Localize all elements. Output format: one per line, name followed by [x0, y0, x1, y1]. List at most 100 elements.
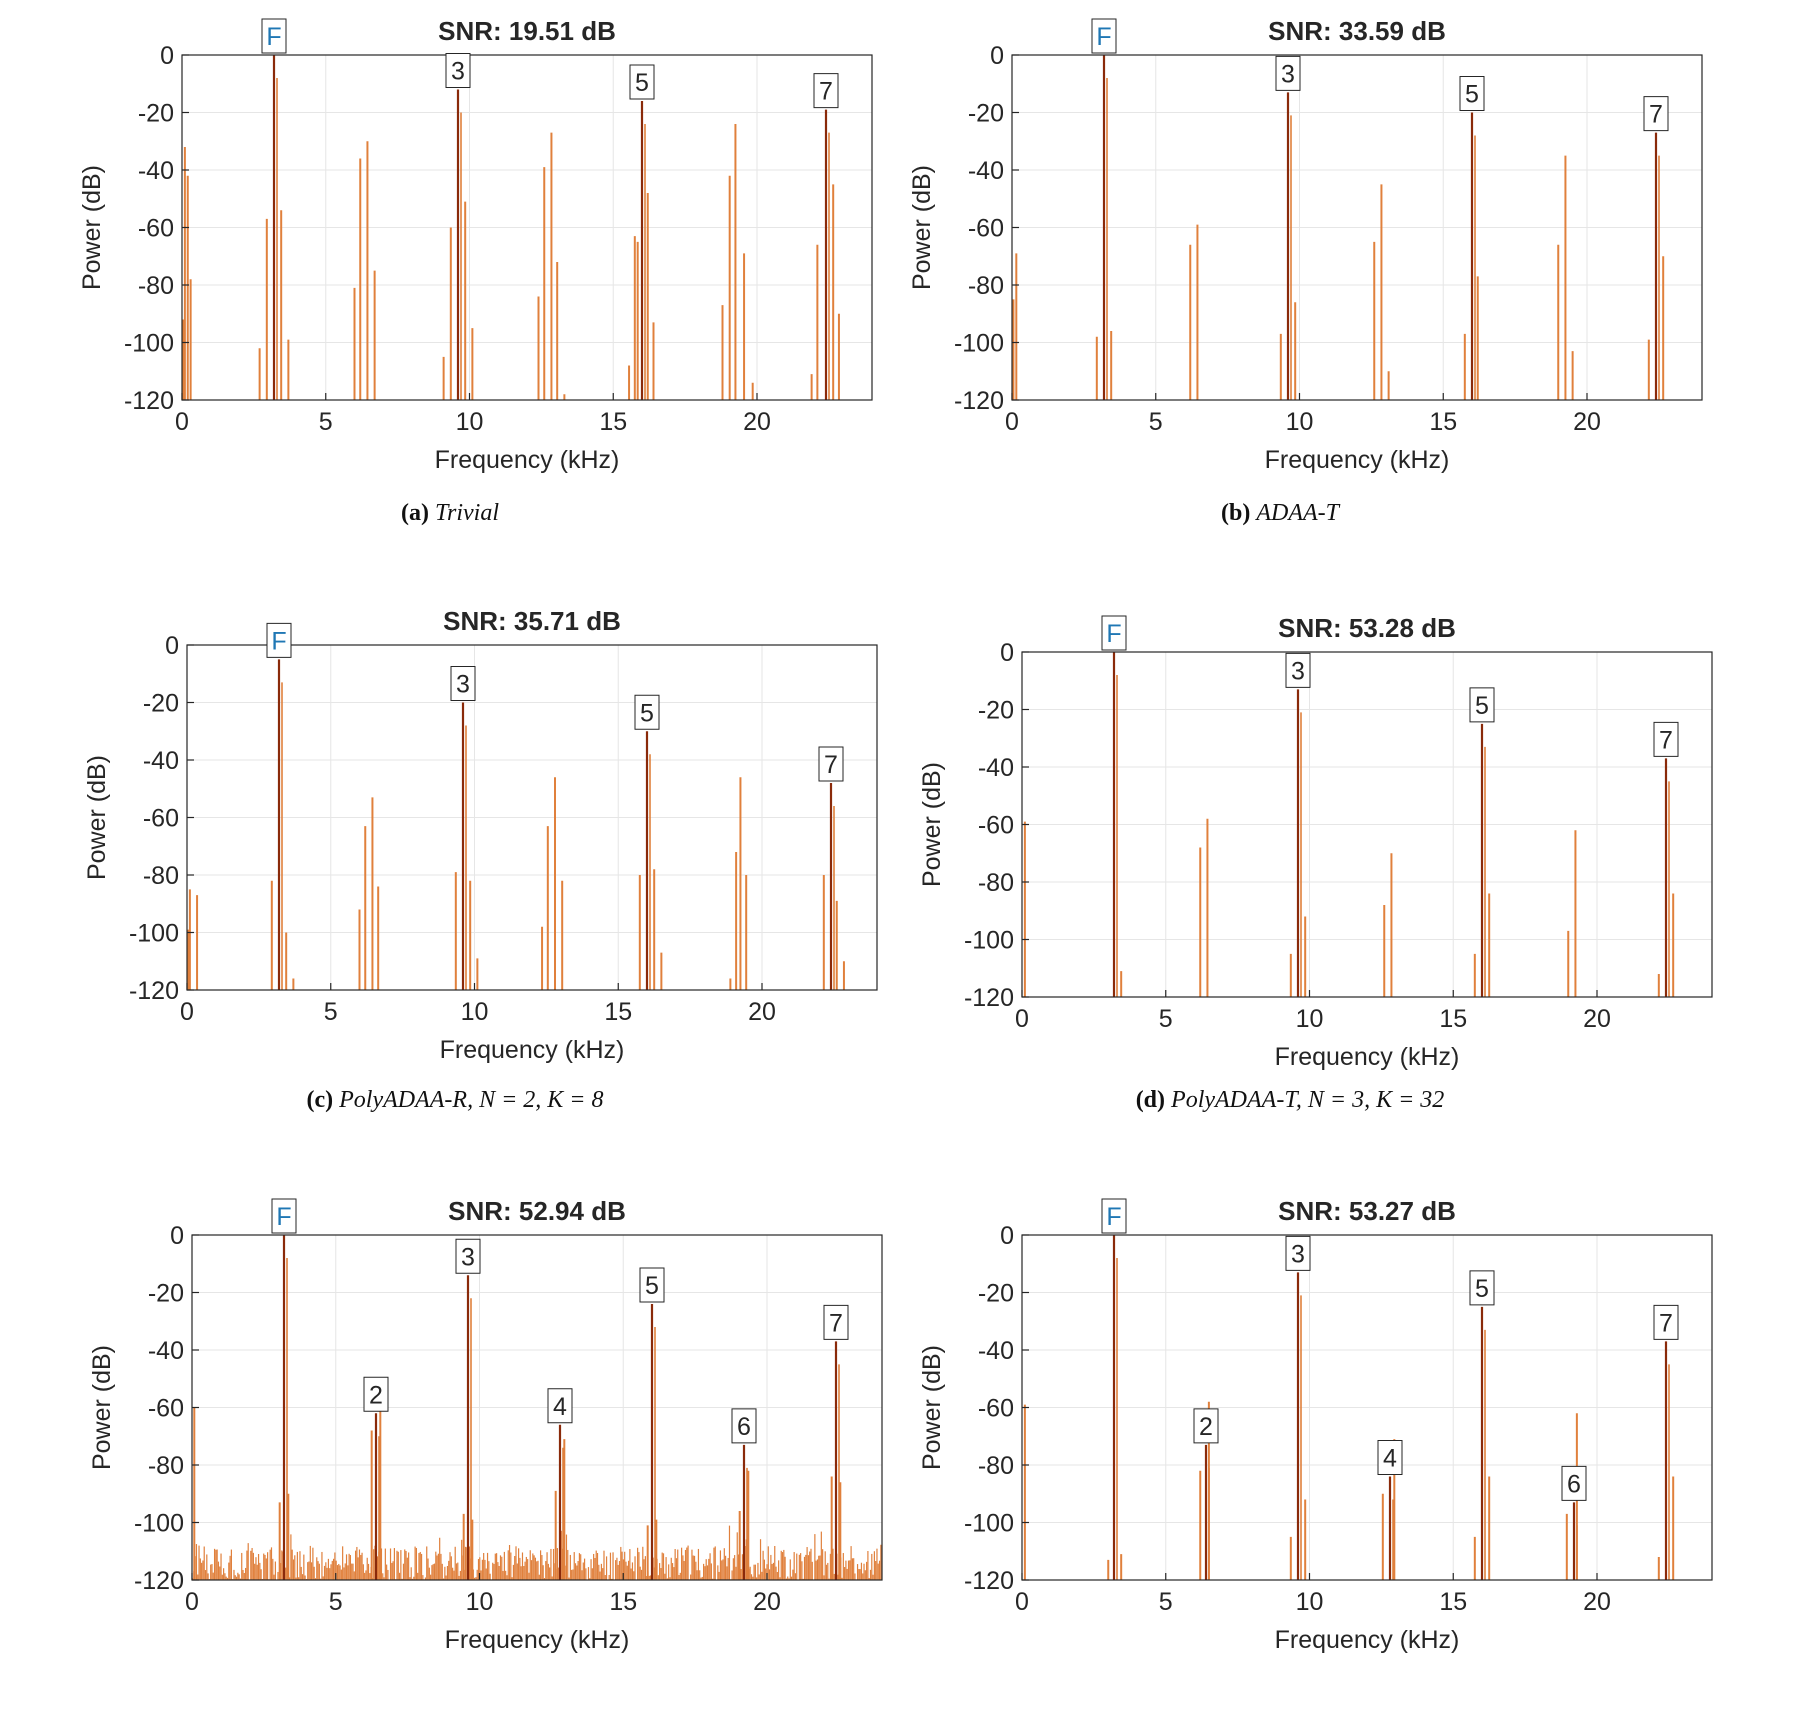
- chart-panel-d: 0 5 10 15 20 0 -20 -40 -60 -80 -100 -120 SNR: 53.28 …: [840, 597, 1740, 1142]
- caption-math-d: N = 3, K = 32: [1307, 1087, 1445, 1113]
- harmonic-label-3: 3: [456, 671, 470, 699]
- harmonic-label-3: 3: [1291, 1240, 1305, 1268]
- x-tick-label: 0: [185, 1588, 199, 1616]
- harmonic-label-box: [634, 694, 660, 730]
- x-tick-label: 5: [1149, 408, 1163, 436]
- caption-c: (c) PolyADAA-R, N = 2, K = 8: [5, 1087, 905, 1114]
- y-tick-label: -60: [143, 805, 179, 833]
- x-tick-label: 20: [743, 408, 771, 436]
- harmonic-label-box: [1377, 1440, 1403, 1475]
- y-tick-label: -60: [138, 215, 174, 243]
- y-tick-label: -20: [978, 697, 1014, 725]
- y-tick-label: -100: [954, 330, 1004, 358]
- harmonic-label-3: 3: [1281, 60, 1295, 88]
- harmonic-label-7: 7: [1659, 726, 1673, 754]
- harmonic-label-5: 5: [635, 69, 649, 97]
- y-tick-label: -20: [143, 690, 179, 718]
- harmonic-label-box: [455, 1238, 481, 1274]
- caption-prefix-d: (d): [1135, 1087, 1166, 1113]
- harmonic-label-box: [1643, 96, 1669, 132]
- caption-text-d: PolyADAA-T,: [1171, 1087, 1308, 1113]
- x-tick-label: 10: [1286, 408, 1314, 436]
- y-tick-label: -80: [143, 862, 179, 890]
- x-tick-label: 5: [319, 408, 333, 436]
- chart-svg-e: 0 5 10 15 20 0 -20 -40 -60 -80 -100 -120 SNR: 52.94 …: [88, 1196, 883, 1654]
- caption-math-c: N = 2, K = 8: [479, 1087, 604, 1113]
- y-axis-label: Power (dB): [918, 762, 946, 887]
- x-axis-label: Frequency (kHz): [445, 1626, 630, 1654]
- harmonic-label-7: 7: [824, 751, 838, 779]
- y-tick-label: -40: [978, 1337, 1014, 1365]
- y-tick-label: -80: [148, 1452, 184, 1480]
- y-tick-label: -120: [954, 387, 1004, 415]
- harmonic-label-F: F: [1106, 1203, 1121, 1231]
- y-tick-label: 0: [170, 1222, 184, 1250]
- x-tick-label: 0: [175, 408, 189, 436]
- x-tick-label: 10: [1296, 1588, 1324, 1616]
- x-tick-label: 10: [456, 408, 484, 436]
- x-axis-label: Frequency (kHz): [440, 1036, 625, 1064]
- chart-svg-c: 0 5 10 15 20 0 -20 -40 -60 -80 -100 -120 SNR: 35.71 …: [83, 606, 878, 1064]
- x-tick-label: 10: [1296, 1005, 1324, 1033]
- chart-svg-b: 0 5 10 15 20 0 -20 -40 -60 -80 -100 -120 SNR: 33.59 …: [908, 16, 1703, 474]
- y-tick-label: -120: [964, 1567, 1014, 1595]
- y-tick-label: -80: [138, 272, 174, 300]
- harmonic-label-box: [1653, 721, 1679, 757]
- y-tick-label: -60: [148, 1395, 184, 1423]
- harmonic-label-2: 2: [369, 1381, 383, 1409]
- harmonic-label-7: 7: [829, 1309, 843, 1337]
- harmonic-label-box: [1275, 55, 1301, 91]
- harmonic-label-7: 7: [1649, 101, 1663, 129]
- caption-text-b: ADAA-T: [1256, 500, 1339, 526]
- chart-panel-f: 0 5 10 15 20 0 -20 -40 -60 -80 -100 -120 SNR: 53.27 …: [840, 1180, 1740, 1725]
- harmonic-label-box: [1653, 1304, 1679, 1340]
- y-tick-label: -120: [964, 984, 1014, 1012]
- y-axis-label: Power (dB): [88, 1345, 116, 1470]
- y-tick-label: -120: [129, 977, 179, 1005]
- chart-title: SNR: 33.59 dB: [1268, 16, 1446, 46]
- harmonic-label-4: 4: [1383, 1445, 1397, 1473]
- harmonic-label-box: [450, 666, 476, 701]
- y-axis-label: Power (dB): [78, 165, 106, 290]
- harmonic-label-box: [363, 1376, 389, 1412]
- y-tick-label: -100: [964, 927, 1014, 955]
- harmonic-label-box: [1285, 652, 1311, 688]
- harmonic-label-box: [271, 1198, 297, 1234]
- x-tick-label: 0: [180, 998, 194, 1026]
- chart-title: SNR: 53.28 dB: [1278, 613, 1456, 643]
- y-tick-label: -100: [124, 330, 174, 358]
- x-tick-label: 15: [599, 408, 627, 436]
- caption-prefix-a: (a): [400, 500, 429, 526]
- harmonic-label-box: [1459, 76, 1485, 111]
- y-tick-label: -60: [978, 812, 1014, 840]
- x-tick-label: 15: [1429, 408, 1457, 436]
- chart-svg-a: 0 5 10 15 20 0 -20 -40 -60 -80 -100 -120 SNR: 19.51 …: [78, 16, 873, 474]
- chart-title: SNR: 53.27 dB: [1278, 1196, 1456, 1226]
- harmonic-label-F: F: [276, 1203, 291, 1231]
- y-tick-label: -40: [148, 1337, 184, 1365]
- harmonic-label-box: [813, 73, 839, 109]
- x-tick-label: 15: [609, 1588, 637, 1616]
- caption-prefix-c: (c): [306, 1087, 334, 1113]
- y-axis-label: Power (dB): [908, 165, 936, 290]
- x-tick-label: 0: [1005, 408, 1019, 436]
- x-axis-label: Frequency (kHz): [1275, 1043, 1460, 1071]
- y-tick-label: -100: [129, 920, 179, 948]
- harmonic-label-3: 3: [451, 58, 465, 86]
- harmonic-label-F: F: [266, 23, 281, 51]
- harmonic-label-box: [445, 53, 471, 88]
- harmonic-label-box: [1091, 18, 1117, 54]
- chart-panel-a: 0 5 10 15 20 0 -20 -40 -60 -80 -100 -120 SNR: 19.51 …: [0, 0, 900, 545]
- x-tick-label: 20: [1573, 408, 1601, 436]
- harmonic-label-3: 3: [1291, 657, 1305, 685]
- x-tick-label: 15: [1439, 1588, 1467, 1616]
- chart-title: SNR: 52.94 dB: [448, 1196, 626, 1226]
- harmonic-label-box: [818, 746, 844, 782]
- harmonic-label-4: 4: [553, 1393, 567, 1421]
- y-tick-label: -120: [134, 1567, 184, 1595]
- x-tick-label: 5: [1159, 1588, 1173, 1616]
- harmonic-label-F: F: [1096, 23, 1111, 51]
- y-tick-label: -100: [964, 1510, 1014, 1538]
- y-tick-label: -80: [978, 1452, 1014, 1480]
- y-tick-label: -20: [968, 100, 1004, 128]
